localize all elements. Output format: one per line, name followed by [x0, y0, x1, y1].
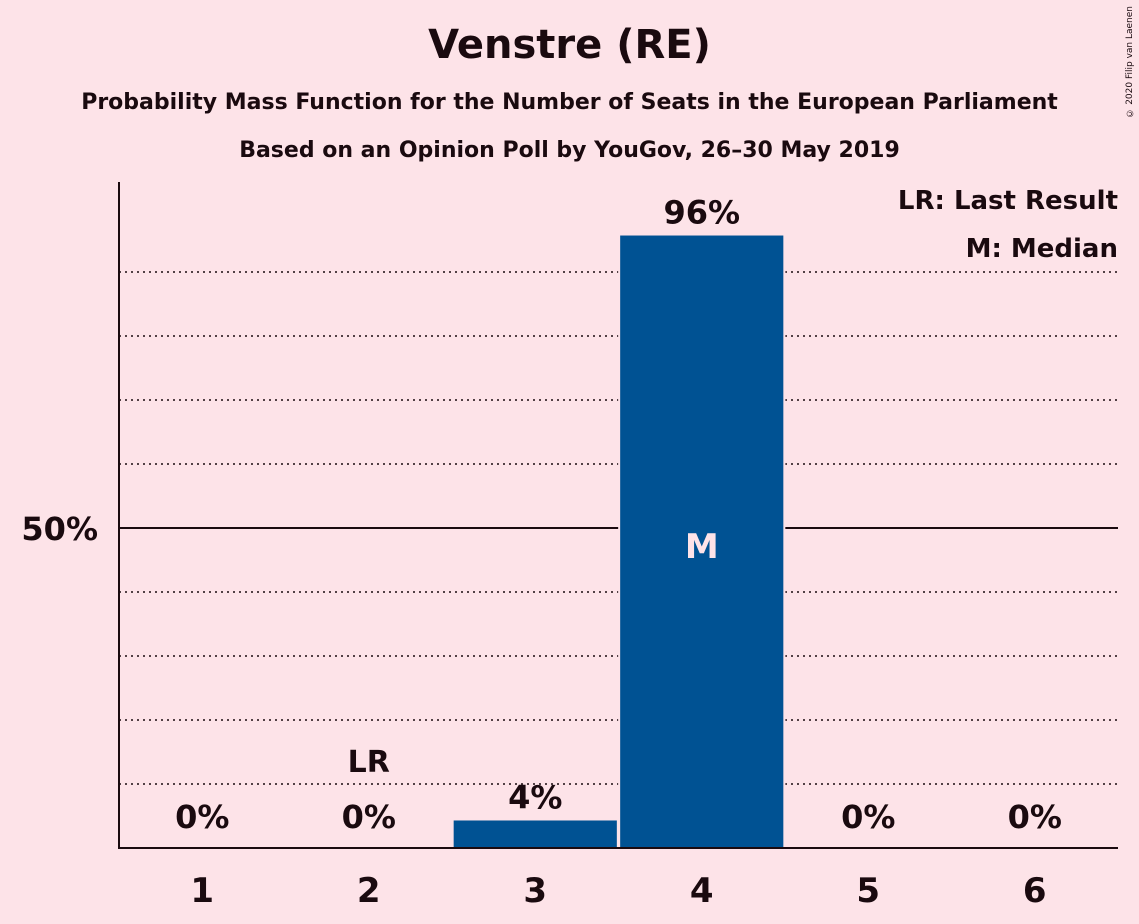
x-tick-label-2: 2: [357, 871, 381, 911]
x-tick-label-5: 5: [856, 871, 880, 911]
data-label-6: 0%: [1008, 798, 1062, 836]
bar-4: [620, 235, 784, 848]
x-tick-label-3: 3: [523, 871, 547, 911]
chart-source-subtitle: Based on an Opinion Poll by YouGov, 26–3…: [239, 138, 900, 163]
data-label-5: 0%: [841, 798, 895, 836]
data-label-2: 0%: [342, 798, 396, 836]
y-tick-label-50: 50%: [21, 510, 98, 548]
data-label-1: 0%: [175, 798, 229, 836]
bar-3: [453, 820, 617, 848]
legend-last-result: LR: Last Result: [898, 186, 1118, 216]
legend-median: M: Median: [966, 234, 1118, 264]
x-tick-label-4: 4: [690, 871, 714, 911]
data-label-4: 96%: [663, 194, 740, 232]
chart-title: Venstre (RE): [428, 22, 711, 68]
x-tick-labels: 1 2 3 4 5 6: [190, 871, 1046, 911]
median-marker: M: [685, 527, 719, 567]
data-labels: 0% 0% LR 4% 96% M 0% 0%: [175, 194, 1062, 836]
data-label-3: 4%: [508, 778, 562, 816]
x-tick-label-6: 6: [1023, 871, 1047, 911]
x-tick-label-1: 1: [190, 871, 214, 911]
last-result-marker: LR: [348, 745, 390, 780]
bars: [451, 233, 786, 848]
chart-subtitle: Probability Mass Function for the Number…: [81, 90, 1058, 115]
